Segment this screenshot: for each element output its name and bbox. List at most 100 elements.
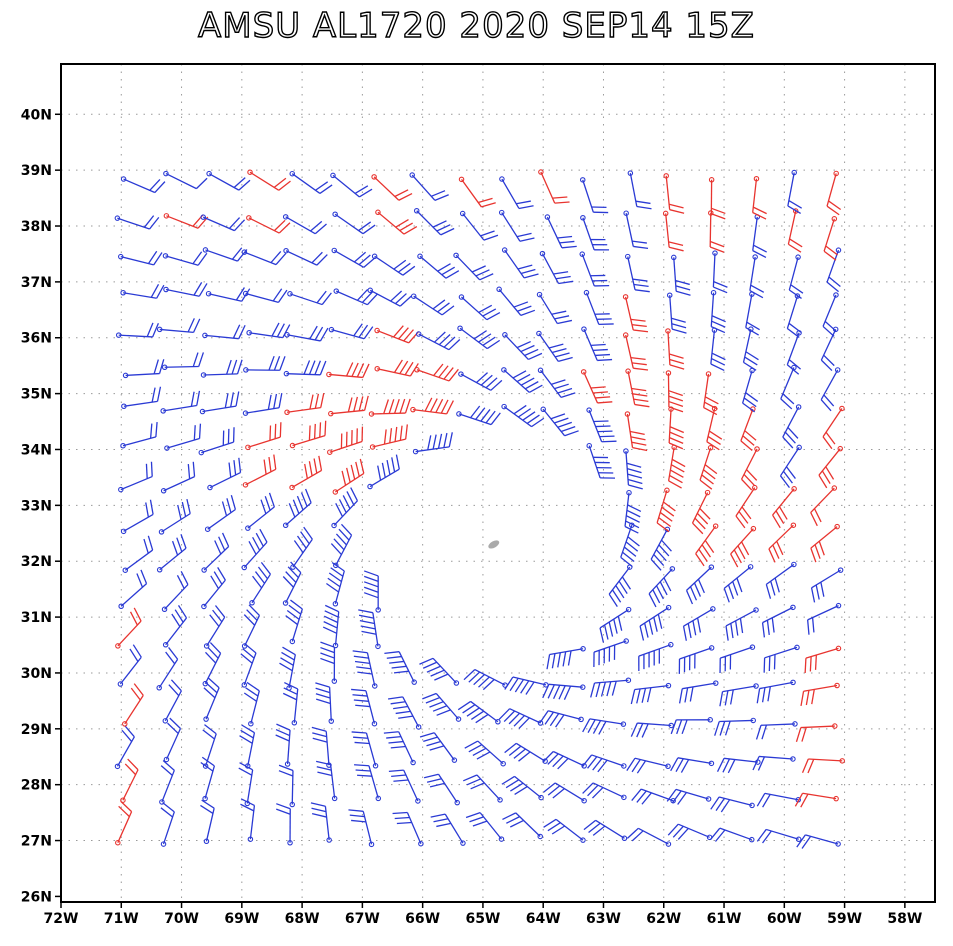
wind-barb — [740, 406, 757, 451]
wind-barb — [282, 214, 327, 235]
wind-barb — [709, 827, 755, 843]
wind-barb — [122, 535, 154, 573]
wind-barb — [459, 210, 499, 241]
wind-barb — [162, 251, 208, 266]
wind-barb — [620, 522, 640, 568]
wind-barb — [779, 444, 802, 489]
wind-barb — [330, 523, 353, 569]
wind-barb — [287, 290, 332, 306]
wind-barb — [392, 811, 424, 847]
x-tick-label: 72W — [44, 911, 79, 927]
wind-barb — [539, 250, 574, 285]
wind-barb — [498, 209, 535, 242]
wind-barb — [115, 322, 160, 338]
wind-barb — [348, 809, 375, 848]
wind-barb — [703, 371, 719, 416]
wind-barb — [354, 764, 382, 802]
wind-barb — [163, 170, 208, 190]
wind-barb — [289, 170, 333, 194]
wind-barb — [285, 599, 303, 645]
y-tick-label: 36N — [21, 331, 52, 347]
wind-barb — [278, 764, 295, 808]
wind-barb — [730, 525, 757, 568]
wind-barb — [670, 757, 715, 773]
wind-barb — [665, 370, 684, 413]
wind-barb — [544, 214, 577, 249]
wind-barb — [162, 605, 188, 648]
wind-barb — [540, 406, 579, 437]
wind-barb — [242, 288, 288, 303]
y-tick-label: 32N — [21, 554, 52, 570]
x-tick-label: 63W — [586, 911, 621, 927]
wind-barb — [322, 604, 340, 649]
wind-barb — [678, 645, 715, 674]
wind-barb — [198, 427, 235, 456]
wind-barb — [538, 169, 570, 204]
wind-barb — [332, 211, 376, 235]
wind-barb — [656, 487, 676, 533]
wind-barb — [710, 796, 755, 813]
grid — [61, 64, 935, 902]
wind-barb — [725, 607, 759, 641]
wind-barb — [536, 330, 573, 363]
wind-barb — [710, 327, 726, 372]
wind-barb — [120, 422, 158, 449]
wind-barb — [422, 692, 462, 722]
wind-barb — [663, 173, 685, 214]
wind-barb — [608, 564, 633, 607]
wind-barb — [464, 740, 506, 767]
wind-barb — [624, 489, 642, 534]
wind-barb — [622, 294, 649, 333]
wind-barb — [283, 360, 327, 377]
wind-barb — [749, 254, 765, 299]
wind-barb — [326, 561, 345, 607]
wind-barb — [156, 647, 179, 691]
wind-barb — [282, 681, 299, 726]
wind-barb — [752, 755, 796, 771]
wind-barb — [122, 359, 165, 379]
wind-barb — [333, 288, 379, 306]
wind-barb — [200, 756, 216, 802]
wind-barb — [374, 325, 420, 344]
wind-barb — [200, 799, 215, 845]
wind-barb — [752, 175, 767, 220]
wind-barb — [501, 367, 543, 393]
wind-barb — [501, 247, 539, 279]
wind-barb — [118, 461, 153, 493]
wind-barb — [795, 723, 838, 742]
wind-barb — [648, 566, 676, 608]
wind-barb — [332, 458, 365, 495]
wind-barb — [822, 292, 839, 337]
wind-barb — [351, 688, 378, 727]
wind-barb — [410, 397, 454, 415]
wind-barb — [275, 723, 291, 767]
wind-barb — [581, 754, 627, 773]
wind-barb — [623, 448, 643, 490]
y-tick-label: 38N — [21, 219, 52, 235]
wind-barb — [786, 330, 802, 375]
wind-barb — [543, 782, 587, 804]
wind-barb — [761, 604, 796, 638]
wind-barb — [423, 773, 460, 806]
wind-barb — [465, 812, 505, 842]
wind-barb — [638, 641, 674, 672]
wind-barb — [622, 332, 649, 371]
wind-barb — [412, 432, 453, 455]
wind-barb — [458, 176, 496, 208]
wind-barb — [276, 803, 293, 846]
wind-barb — [752, 214, 767, 259]
island-layer — [488, 540, 500, 549]
wind-barb — [203, 677, 220, 722]
wind-barb — [623, 210, 649, 250]
wind-barb — [796, 834, 841, 849]
y-axis: 26N 27N 28N 29N 30N 31N 32N 33N 34N 35N 36N 37N 38N 3… — [21, 107, 61, 905]
wind-barb — [772, 486, 797, 529]
map-frame — [60, 63, 936, 903]
wind-barb — [118, 569, 148, 610]
wind-barb — [371, 174, 413, 201]
wind-barb — [388, 769, 421, 804]
wind-barb — [243, 681, 260, 727]
wind-barb — [161, 571, 189, 613]
wind-barb — [712, 250, 728, 294]
wind-barb — [387, 696, 422, 730]
